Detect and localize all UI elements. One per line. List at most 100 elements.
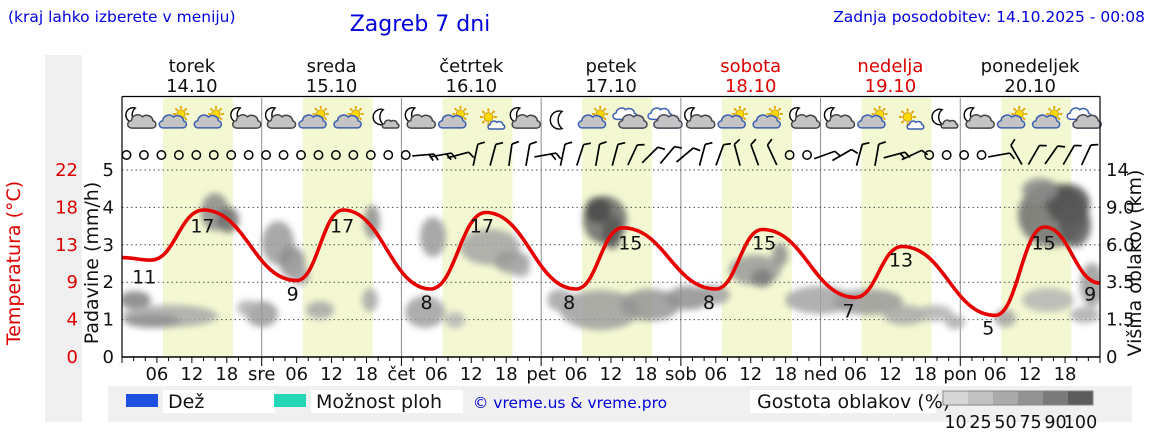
temperature-tick: 0 xyxy=(67,347,78,368)
wind-calm-icon xyxy=(226,150,237,160)
day-name: nedelja xyxy=(857,56,923,77)
weather-icon-moon-cloud xyxy=(509,106,542,129)
temperature-value-labels: 11 17 9 17 8 17 8 15 8 15 7 13 5 15 9 xyxy=(132,216,1096,340)
copyright-link[interactable]: © vreme.us & vreme.pro xyxy=(473,394,667,412)
hour-label: 06 xyxy=(704,364,727,385)
day-abbr-label: sre xyxy=(248,364,275,385)
day-date: 16.10 xyxy=(446,76,498,97)
wind-calm-icon xyxy=(802,150,812,160)
precipitation-tick: 2 xyxy=(103,272,114,293)
precipitation-tick: 0 xyxy=(103,347,114,368)
wind-calm-icon xyxy=(278,150,289,160)
cloud-density-value: 50 xyxy=(994,413,1016,433)
cloud-density-cell xyxy=(1068,391,1093,405)
weather-icon-sun-cloud xyxy=(996,105,1028,129)
hour-label: 18 xyxy=(774,364,797,385)
day-date: 18.10 xyxy=(725,76,777,97)
day-abbr-label: čet xyxy=(387,364,415,385)
showers-swatch xyxy=(274,394,306,407)
wind-barb-icon xyxy=(575,142,592,166)
cloud-blob xyxy=(751,269,773,287)
temperature-value: 9 xyxy=(1084,284,1096,306)
cloud-blob xyxy=(1059,203,1091,247)
wind-barb-icon xyxy=(611,141,626,166)
wind-calm-icon xyxy=(400,150,411,160)
wind-barb-icon xyxy=(641,146,666,164)
day-date: 19.10 xyxy=(865,76,917,97)
weather-icon-moon xyxy=(549,110,564,130)
cloud-blob xyxy=(445,312,465,328)
weather-icon-sun-cloud xyxy=(298,105,329,129)
wind-barb-icon xyxy=(715,142,731,166)
wind-barb-icon xyxy=(855,141,870,166)
cloud-density-cell xyxy=(943,391,968,405)
temperature-value: 5 xyxy=(982,318,994,340)
wind-barb-icon xyxy=(525,141,538,166)
weather-icon-sun-cloud xyxy=(577,105,609,129)
page-title: Zagreb 7 dni xyxy=(350,12,491,37)
daytime-band xyxy=(721,98,792,357)
weather-icon-sun-smallcloud xyxy=(899,108,925,130)
precipitation-tick: 1 xyxy=(103,310,114,331)
wind-calm-icon xyxy=(330,150,341,160)
wind-calm-icon xyxy=(296,150,306,160)
weather-icon-sun-cloud xyxy=(717,105,748,129)
cloud-density-value: 100 xyxy=(1064,413,1097,433)
day-name: petek xyxy=(585,56,637,77)
cloud-blob xyxy=(510,263,530,277)
showers-label: Možnost ploh xyxy=(316,391,442,413)
hour-label: 12 xyxy=(739,364,762,385)
wind-calm-icon xyxy=(261,150,272,160)
cloud-density-cell xyxy=(1043,391,1068,405)
wind-barb-icon xyxy=(766,138,778,166)
day-abbr-label: sob xyxy=(665,364,697,385)
weather-icon-sun-cloud xyxy=(333,105,364,129)
hour-label: 12 xyxy=(1019,364,1042,385)
cloud-blob xyxy=(1022,288,1074,312)
wind-barb-icon xyxy=(447,151,475,159)
temperature-curve xyxy=(122,208,1100,318)
temperature-value: 15 xyxy=(618,233,642,255)
day-date: 17.10 xyxy=(585,76,637,97)
temperature-tick: 22 xyxy=(55,160,78,181)
temperature-tick: 18 xyxy=(55,197,78,218)
hour-label: 12 xyxy=(180,364,203,385)
cloud-height-axis-label: Višina oblakov (km) xyxy=(1124,170,1146,357)
temperature-axis-label: Temperatura (°C) xyxy=(3,181,25,346)
weather-icon-moon-smallcloud xyxy=(931,108,959,129)
wind-barb-icon xyxy=(874,141,887,166)
temperature-value: 7 xyxy=(843,301,855,323)
wind-barb-icon xyxy=(901,149,929,161)
wind-barb-icon xyxy=(1027,144,1047,165)
cloud-height-tick: 6.0 xyxy=(1106,235,1135,256)
cloud-blob xyxy=(122,291,151,309)
cloud-density-border xyxy=(942,390,1094,406)
wind-calm-icon xyxy=(243,150,254,160)
cloud-height-tick: 1.5 xyxy=(1106,310,1135,331)
hour-label: 18 xyxy=(495,364,518,385)
wind-calm-icon xyxy=(383,150,394,160)
cloud-blob xyxy=(1022,178,1058,202)
day-name: ponedeljek xyxy=(981,56,1080,77)
wind-barb-icon xyxy=(698,141,713,166)
temperature-value: 8 xyxy=(703,292,715,314)
cloud-density-value: 10 xyxy=(944,413,966,433)
cloud-blob xyxy=(772,243,788,267)
temperature-tick: 13 xyxy=(55,235,78,256)
temperature-value: 17 xyxy=(190,216,214,238)
temperature-value: 15 xyxy=(1032,233,1056,255)
cloud-density-cell xyxy=(993,391,1018,405)
wind-calm-icon xyxy=(941,150,952,160)
temperature-tick: 9 xyxy=(67,272,78,293)
wind-barb-icon xyxy=(733,138,741,166)
wind-calm-icon xyxy=(139,150,149,160)
cloud-blob xyxy=(362,288,378,312)
temperature-value: 17 xyxy=(470,216,494,238)
cloud-blob xyxy=(420,217,446,257)
wind-barb-icon xyxy=(559,141,573,166)
hour-label: 12 xyxy=(600,364,623,385)
cloud-blob xyxy=(694,285,730,305)
